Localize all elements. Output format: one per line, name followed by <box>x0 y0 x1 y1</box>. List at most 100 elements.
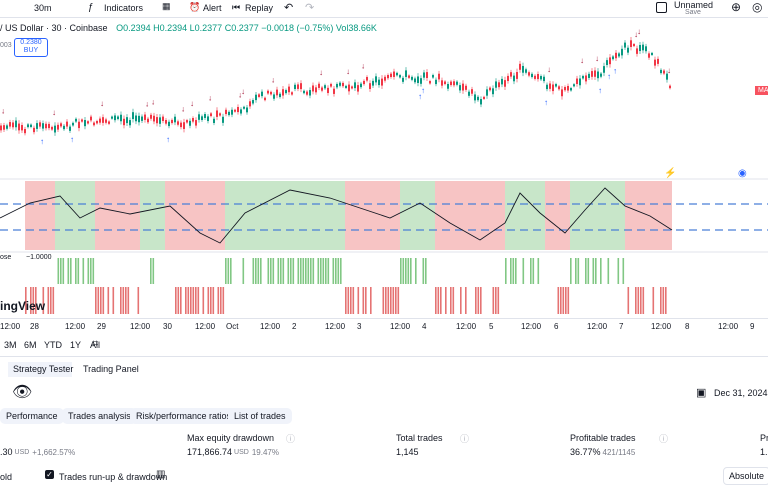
candle <box>588 73 590 78</box>
signal: ↓ <box>634 30 638 39</box>
indicator-name: ose <box>0 254 12 261</box>
hist-bar <box>202 287 205 314</box>
candle <box>612 56 614 60</box>
candle <box>318 83 320 88</box>
candle <box>336 83 338 88</box>
buy-button[interactable]: 0.2380 BUY <box>14 38 48 57</box>
signal: ↑ <box>598 86 602 95</box>
hist-bar <box>415 258 417 284</box>
candle <box>651 52 653 55</box>
range-button[interactable]: 3M <box>4 340 17 350</box>
candle <box>243 106 245 109</box>
hist-bar <box>410 258 412 284</box>
absolute[interactable]: Absolute <box>723 467 768 485</box>
hist-bar <box>477 287 480 314</box>
search[interactable]: ⊕ <box>731 0 742 14</box>
signal: ↓ <box>190 99 194 108</box>
sub-tab[interactable]: Trades analysis <box>62 408 137 424</box>
date-range[interactable]: Dec 31, 2024 — <box>714 388 768 398</box>
hist-bar <box>395 287 397 314</box>
save[interactable]: Save <box>685 9 701 16</box>
signal: ↓ <box>181 105 185 114</box>
alert[interactable]: Alert <box>203 3 222 13</box>
range-button[interactable]: 6M <box>24 340 37 350</box>
candle <box>264 97 266 101</box>
metric-extra: 421/1145 <box>602 448 636 457</box>
candle <box>534 75 536 79</box>
interval[interactable]: 30m <box>34 3 52 13</box>
time-label: 5 <box>489 322 494 331</box>
candle <box>459 85 461 91</box>
checkbox[interactable]: ✓ <box>45 470 54 479</box>
replay[interactable]: Replay <box>245 3 274 13</box>
hist-bar <box>185 287 187 314</box>
sub-tab[interactable]: Performance <box>0 408 64 424</box>
separator <box>0 356 768 357</box>
candle <box>39 122 41 127</box>
layout-box[interactable] <box>656 2 667 13</box>
candle <box>522 65 524 73</box>
candle <box>72 122 74 126</box>
band <box>25 181 55 250</box>
hist-bar <box>290 258 292 284</box>
candle <box>246 107 248 113</box>
band <box>55 181 95 250</box>
hist-bar <box>120 287 122 314</box>
candle <box>78 121 80 129</box>
tab[interactable]: Trading Panel <box>83 364 139 374</box>
candle <box>573 84 575 87</box>
time-label: Oct <box>226 322 239 331</box>
candle <box>12 122 14 128</box>
tab[interactable]: Strategy Tester <box>13 364 74 374</box>
hist-bar <box>332 258 335 284</box>
layout-name[interactable]: Unnamed <box>674 0 714 10</box>
hist-bar <box>220 287 222 314</box>
candle <box>309 90 311 96</box>
candle <box>342 82 344 87</box>
range-button[interactable]: YTD <box>44 340 62 350</box>
hist-bar <box>102 287 105 314</box>
candle <box>441 80 443 86</box>
indicators[interactable]: Indicators <box>104 3 144 13</box>
candle <box>453 81 455 86</box>
signal: ↑ <box>613 67 617 76</box>
undo[interactable]: ↶ <box>284 2 294 14</box>
hist-bar <box>282 258 285 284</box>
candle <box>618 53 620 57</box>
goto-date[interactable]: ⌗ <box>92 338 99 350</box>
candle <box>387 74 389 79</box>
hist-bar <box>575 258 577 284</box>
info-icon: ⓘ <box>659 434 669 444</box>
candle <box>357 85 359 92</box>
hist-bar <box>652 287 655 314</box>
hist-bar <box>435 287 437 314</box>
hist-bar <box>42 287 45 314</box>
redo[interactable]: ↷ <box>305 2 315 14</box>
hist-bar <box>622 258 625 284</box>
runup[interactable]: Trades run-up & drawdown <box>59 472 168 482</box>
hist-bar <box>565 287 567 314</box>
candle <box>276 89 278 96</box>
metric-unit: USD <box>14 449 30 456</box>
range-button[interactable]: All <box>90 340 101 350</box>
time-label: 12:00 <box>195 322 216 331</box>
candle <box>165 120 167 124</box>
hist-bar <box>510 258 512 284</box>
sub-tab[interactable]: List of trades <box>228 408 292 424</box>
candle <box>120 114 122 122</box>
metric-value: 1,145 <box>396 447 419 457</box>
hist-bar <box>635 287 637 314</box>
sub-tab[interactable]: Risk/performance ratios <box>130 408 238 424</box>
layout-icon[interactable]: ▦ <box>162 1 171 11</box>
candle <box>0 125 2 131</box>
close: C0.2377 <box>224 23 259 33</box>
hist-bar <box>317 258 320 284</box>
hist-bar <box>365 287 367 314</box>
candle <box>42 123 44 129</box>
candle <box>411 76 413 80</box>
camera[interactable]: ◎ <box>752 0 763 14</box>
range-button[interactable]: 1Y <box>70 340 82 350</box>
time-label: 12:00 <box>65 322 86 331</box>
candle <box>54 125 56 133</box>
candle <box>474 94 476 101</box>
